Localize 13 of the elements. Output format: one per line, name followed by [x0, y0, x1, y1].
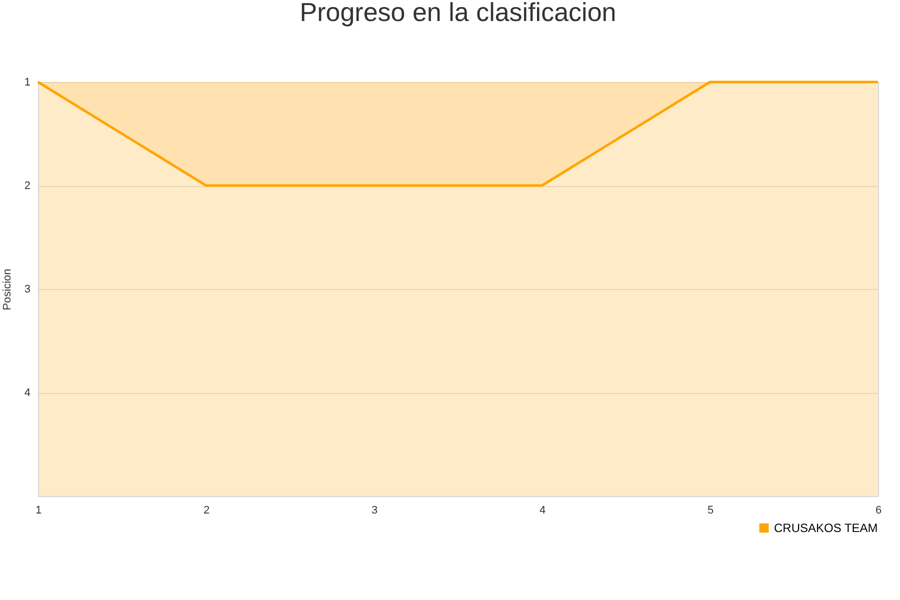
x-tick-label: 6: [875, 504, 882, 516]
y-axis-title: Posicion: [1, 268, 14, 310]
legend-label: CRUSAKOS TEAM: [774, 521, 878, 535]
x-tick-label: 3: [371, 504, 378, 516]
chart-title: Progreso en la clasificacion: [300, 0, 616, 27]
y-tick-label: 2: [24, 180, 30, 192]
y-tick-label: 1: [24, 76, 30, 88]
x-tick-label: 2: [203, 504, 210, 516]
y-tick-label: 3: [24, 284, 30, 296]
y-tick-label: 4: [24, 387, 30, 399]
x-tick-label: 4: [539, 504, 546, 516]
x-tick-label: 1: [35, 504, 42, 516]
x-tick-label: 5: [707, 504, 714, 516]
